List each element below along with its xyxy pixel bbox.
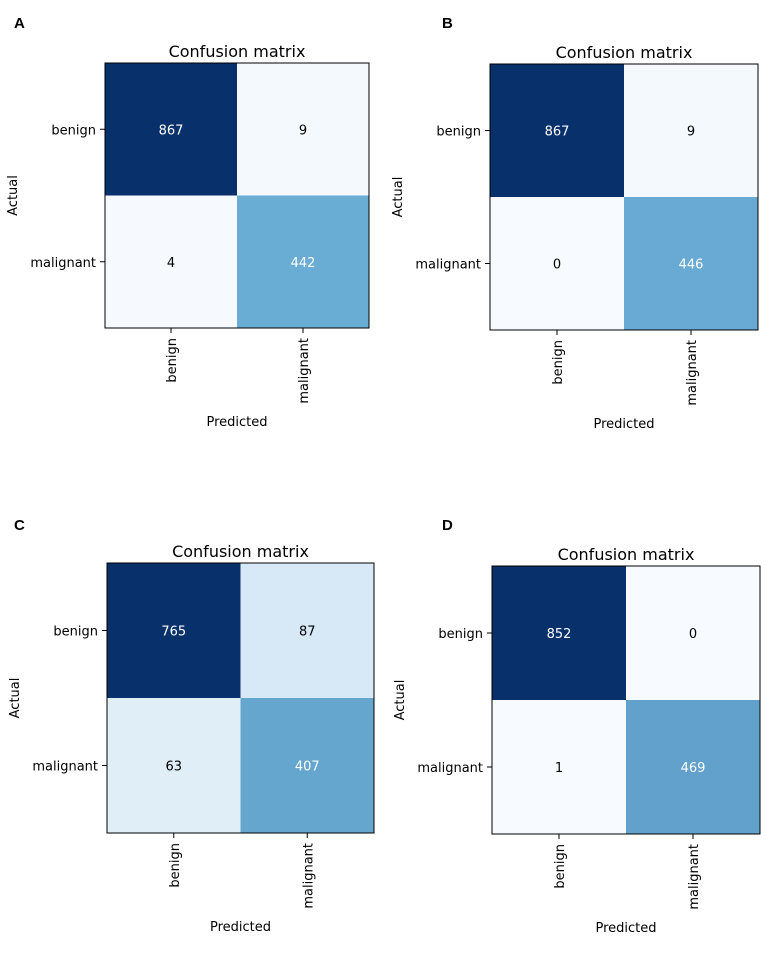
plot-frame xyxy=(106,562,375,834)
x-axis-label: Predicted xyxy=(210,920,271,935)
panel-letter: C xyxy=(14,517,25,534)
chart-title: Confusion matrix xyxy=(556,43,693,62)
cell-value: 407 xyxy=(295,760,320,775)
cell-value: 1 xyxy=(555,761,563,776)
cell-value: 852 xyxy=(547,627,572,642)
x-axis-label: Predicted xyxy=(206,415,267,430)
matrix-cell xyxy=(626,566,760,700)
chart-title: Confusion matrix xyxy=(169,42,306,61)
matrix-cell xyxy=(626,700,760,834)
cell-value: 63 xyxy=(165,760,182,775)
cell-value: 9 xyxy=(687,125,695,140)
y-tick-label: malignant xyxy=(415,258,481,273)
matrix-cell xyxy=(107,563,241,698)
cell-value: 9 xyxy=(299,123,307,138)
matrix-cell xyxy=(240,563,374,698)
y-axis-label: Actual xyxy=(391,177,406,218)
y-axis-label: Actual xyxy=(8,678,23,719)
y-axis-label: Actual xyxy=(393,680,408,721)
y-axis-label: Actual xyxy=(6,175,21,216)
cell-value: 442 xyxy=(291,256,316,271)
x-tick-label: benign xyxy=(551,340,566,385)
x-tick-label: benign xyxy=(168,843,183,888)
matrix-cell xyxy=(237,195,369,328)
cell-value: 0 xyxy=(553,258,561,273)
panel-letter: D xyxy=(442,517,453,534)
cell-value: 4 xyxy=(167,256,175,271)
matrix-cell xyxy=(490,64,624,197)
cell-value: 87 xyxy=(299,625,316,640)
panel-letter: B xyxy=(442,15,453,32)
plot-frame xyxy=(104,62,370,329)
matrix-cell xyxy=(105,63,237,196)
panel-a: A 867 9 4 442 Confusion matrix benign malignant… xyxy=(6,15,370,430)
x-tick-label: malignant xyxy=(301,843,316,909)
panel-c: C 765 87 63 407 Confusion matrix benign maligna… xyxy=(8,517,375,935)
y-tick-label: benign xyxy=(53,625,98,640)
y-tick-label: malignant xyxy=(32,760,98,775)
cell-value: 469 xyxy=(681,761,706,776)
x-tick-label: benign xyxy=(553,844,568,889)
x-tick-label: malignant xyxy=(685,340,700,406)
matrix-cell xyxy=(240,698,374,833)
cell-value: 446 xyxy=(679,258,704,273)
matrix-cell xyxy=(624,197,758,330)
plot-frame xyxy=(491,565,761,835)
x-tick-label: malignant xyxy=(687,844,702,910)
matrix-cell xyxy=(624,64,758,197)
y-tick-label: benign xyxy=(438,627,483,642)
matrix-cell xyxy=(490,197,624,330)
cell-value: 867 xyxy=(159,123,184,138)
y-tick-label: benign xyxy=(51,123,96,138)
matrix-cell xyxy=(107,698,241,833)
cell-value: 867 xyxy=(545,125,570,140)
panel-b: B 867 9 0 446 Confusion matrix benign malignant… xyxy=(391,15,759,432)
cell-value: 0 xyxy=(689,627,697,642)
chart-title: Confusion matrix xyxy=(558,545,695,564)
plot-frame xyxy=(489,63,759,331)
panel-d: D 852 0 1 469 Confusion matrix benign malignant… xyxy=(393,517,761,936)
x-axis-label: Predicted xyxy=(593,417,654,432)
y-tick-label: malignant xyxy=(417,761,483,776)
matrix-cell xyxy=(492,700,626,834)
y-tick-label: malignant xyxy=(30,256,96,271)
chart-title: Confusion matrix xyxy=(172,542,309,561)
matrix-cell xyxy=(105,195,237,328)
matrix-cell xyxy=(492,566,626,700)
matrix-cell xyxy=(237,63,369,196)
y-tick-label: benign xyxy=(436,125,481,140)
x-axis-label: Predicted xyxy=(595,921,656,936)
cell-value: 765 xyxy=(161,625,186,640)
panel-letter: A xyxy=(14,15,25,32)
x-tick-label: malignant xyxy=(297,338,312,404)
x-tick-label: benign xyxy=(165,338,180,383)
